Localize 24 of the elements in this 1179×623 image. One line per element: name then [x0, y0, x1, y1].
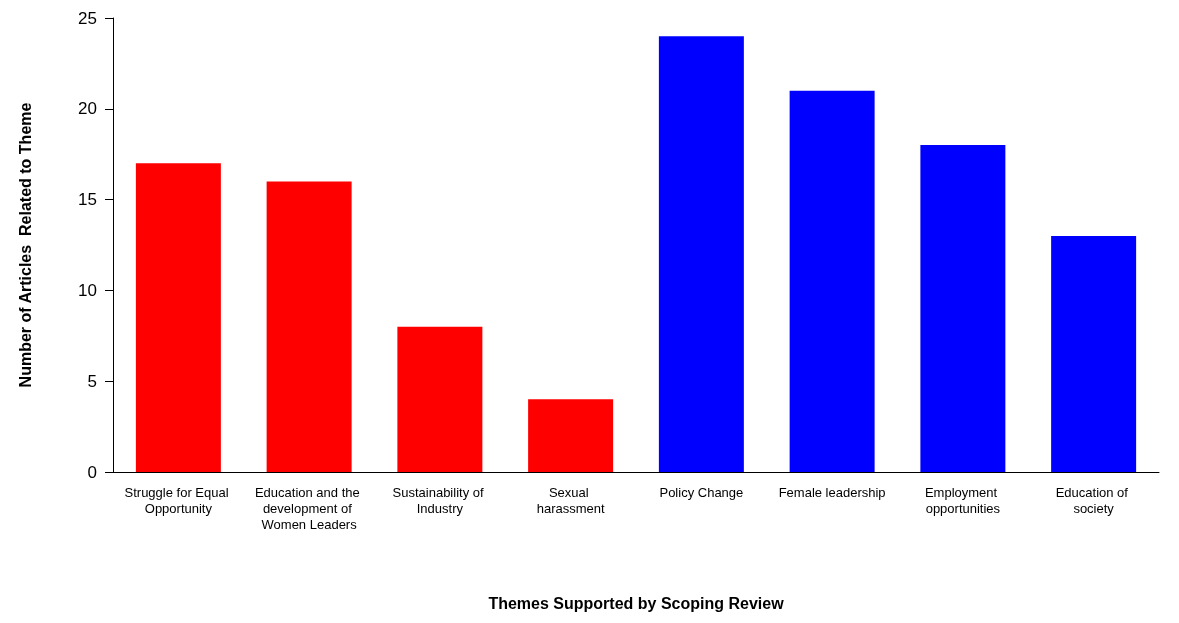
- bar: [658, 36, 744, 472]
- y-tick-label: 0: [87, 462, 97, 482]
- x-tick-label: Female leadership: [778, 484, 886, 500]
- y-tick-label: 5: [87, 371, 97, 391]
- bar: [266, 181, 352, 472]
- bar: [1051, 235, 1137, 472]
- y-tick-label: 15: [78, 190, 97, 210]
- bar: [397, 326, 483, 472]
- x-tick-label: Employment opportunities: [924, 484, 1001, 516]
- bar: [528, 399, 614, 472]
- bar: [920, 145, 1006, 472]
- bar: [135, 163, 221, 472]
- y-tick-label: 10: [78, 280, 97, 300]
- y-axis-title: Number of Articles Related to Theme: [16, 102, 34, 388]
- x-axis-title: Themes Supported by Scoping Review: [488, 594, 785, 612]
- x-tick-label: Sexual harassment: [536, 484, 605, 516]
- y-tick-label: 20: [78, 99, 97, 119]
- x-tick-label: Policy Change: [659, 484, 744, 500]
- bar: [789, 90, 875, 472]
- y-tick-label: 25: [78, 8, 97, 28]
- x-tick-label: Struggle for Equal Opportunity: [124, 484, 233, 516]
- x-tick-label: Education of society: [1055, 484, 1132, 516]
- x-tick-label: Sustainability of Industry: [392, 484, 488, 516]
- x-tick-label: Education and the development of Women Leaders: [254, 484, 364, 532]
